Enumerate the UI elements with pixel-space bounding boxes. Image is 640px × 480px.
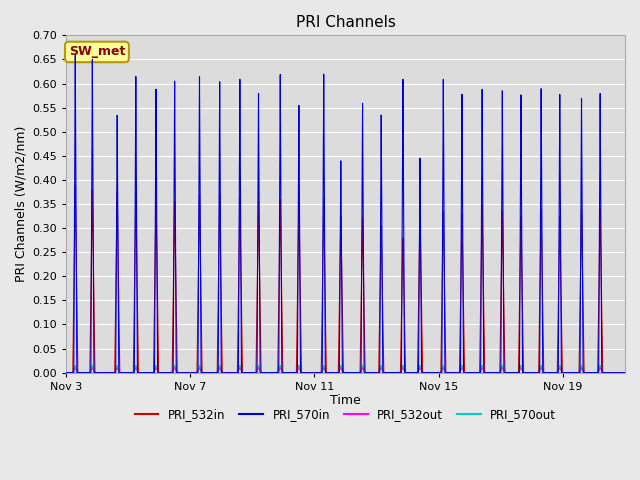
PRI_570in [196,262,204,268]
PRI_532out [399,366,406,372]
PRI_570out [276,363,284,369]
PRI_532out [196,367,204,372]
PRI_570in [477,330,484,336]
PRI_570in [399,140,406,146]
PRI_570out [100,370,108,375]
PRI_532in [621,370,629,375]
PRI_570in [621,370,629,375]
Line: PRI_570out: PRI_570out [66,365,625,372]
PRI_532out [365,370,373,375]
Line: PRI_532out: PRI_532out [66,368,625,372]
PRI_532out [499,365,506,371]
Title: PRI Channels: PRI Channels [296,15,396,30]
Y-axis label: PRI Channels (W/m2/nm): PRI Channels (W/m2/nm) [15,126,28,282]
Line: PRI_532in: PRI_532in [66,185,625,372]
PRI_570out [477,366,484,372]
Text: SW_met: SW_met [68,46,125,59]
PRI_532in [100,370,108,375]
PRI_570out [365,370,373,375]
PRI_570in [365,370,373,375]
PRI_532in [365,370,373,375]
PRI_532out [621,370,629,375]
PRI_570in [276,108,284,113]
PRI_532out [276,365,284,371]
PRI_570out [399,363,406,369]
PRI_532out [62,370,70,375]
PRI_570out [62,370,70,375]
PRI_532in [62,370,70,375]
PRI_570in [62,370,70,375]
Legend: PRI_532in, PRI_570in, PRI_532out, PRI_570out: PRI_532in, PRI_570in, PRI_532out, PRI_57… [130,403,561,426]
PRI_532in [72,182,79,188]
Line: PRI_570in: PRI_570in [66,55,625,372]
PRI_532in [276,209,284,215]
PRI_570out [621,370,629,375]
X-axis label: Time: Time [330,395,361,408]
PRI_570in [100,370,108,375]
PRI_570out [196,365,204,371]
PRI_532out [100,370,108,375]
PRI_532in [477,288,484,294]
PRI_532in [399,252,406,258]
PRI_532in [196,260,204,265]
PRI_570in [72,52,79,58]
PRI_532out [477,367,484,373]
PRI_570out [499,362,506,368]
